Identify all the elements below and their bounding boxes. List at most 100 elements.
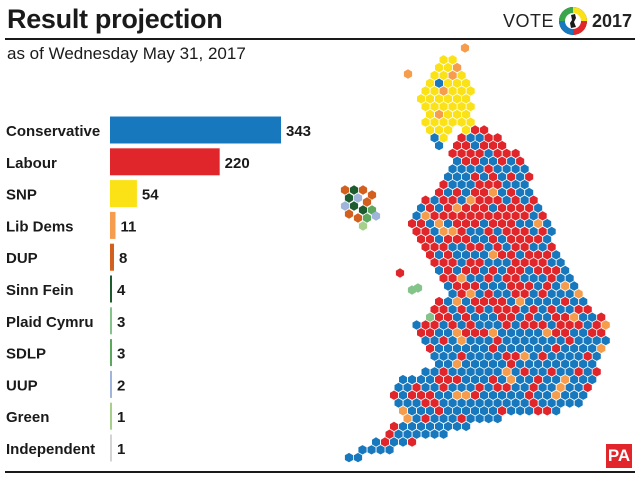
value-label-plaid-cymru: 3 — [117, 314, 125, 331]
seat-hex — [344, 209, 354, 219]
seat-hex — [570, 328, 579, 338]
seat-hex — [484, 413, 493, 424]
seat-hex — [466, 226, 475, 237]
seat-hex — [574, 382, 583, 393]
seat-hex — [435, 78, 444, 88]
seat-hex — [543, 218, 552, 229]
seat-hex — [421, 367, 430, 377]
seat-hex — [529, 335, 538, 346]
seat-hex — [556, 304, 565, 315]
seat-hex — [511, 335, 520, 346]
seat-hex — [408, 390, 417, 400]
seat-hex — [444, 250, 453, 260]
seat-hex — [543, 390, 552, 400]
seat-hex — [421, 211, 430, 221]
seat-hex — [579, 328, 588, 338]
seat-hex — [489, 328, 498, 338]
seat-hex — [507, 343, 516, 354]
seat-hex — [570, 374, 579, 385]
seat-hex — [448, 55, 457, 65]
seat-hex — [516, 250, 525, 260]
seat-hex — [394, 429, 403, 439]
seat-hex — [507, 203, 516, 213]
seat-hex — [462, 218, 471, 229]
seat-hex — [507, 390, 516, 400]
seat-hex — [371, 211, 381, 221]
seat-hex — [426, 343, 435, 354]
seat-hex — [417, 94, 426, 104]
seat-hex — [552, 281, 561, 291]
seat-hex — [520, 335, 529, 346]
seat-hex — [552, 328, 561, 338]
seat-hex — [426, 218, 435, 229]
seat-hex — [466, 195, 475, 205]
seat-hex — [466, 242, 475, 252]
seat-hex — [471, 296, 480, 307]
seat-hex — [475, 398, 484, 408]
value-label-labour: 220 — [225, 155, 250, 172]
seat-hex — [430, 117, 439, 127]
vote-logo-icon — [558, 7, 587, 35]
value-label-snp: 54 — [142, 187, 159, 204]
seat-hex — [520, 211, 529, 221]
seat-hex — [502, 257, 511, 268]
seat-hex — [552, 265, 561, 276]
seat-hex — [462, 203, 471, 213]
seat-hex — [529, 211, 538, 221]
seat-hex — [475, 195, 484, 205]
seat-hex — [570, 281, 579, 291]
seat-hex — [394, 398, 403, 408]
seat-hex — [543, 281, 552, 291]
seat-hex — [502, 226, 511, 237]
seat-hex — [520, 226, 529, 237]
seat-hex — [417, 374, 426, 385]
seat-hex — [484, 351, 493, 361]
seat-hex — [417, 234, 426, 244]
seat-hex — [421, 413, 430, 424]
seat-hex — [525, 265, 534, 276]
seat-hex — [502, 304, 511, 315]
seat-hex — [561, 296, 570, 307]
seat-hex — [426, 312, 435, 322]
seat-hex — [588, 328, 597, 338]
seat-hex — [462, 94, 471, 104]
seat-hex — [417, 390, 426, 400]
seat-hex — [362, 197, 372, 207]
seat-hex — [493, 133, 502, 143]
seat-hex — [493, 351, 502, 361]
seat-hex — [507, 359, 516, 369]
seat-hex — [529, 367, 538, 377]
seat-hex — [453, 390, 462, 400]
brand-year-text: 2017 — [591, 10, 632, 31]
seat-hex — [579, 312, 588, 322]
seat-hex — [448, 289, 457, 299]
seat-hex — [358, 221, 368, 231]
seat-hex — [484, 179, 493, 190]
seat-hex — [520, 164, 529, 174]
seat-hex — [516, 296, 525, 307]
seat-hex — [435, 390, 444, 400]
seat-hex — [565, 382, 574, 393]
seat-hex — [516, 359, 525, 369]
seat-hex — [561, 328, 570, 338]
seat-hex — [511, 164, 520, 174]
seat-hex — [412, 429, 421, 439]
seat-hex — [502, 273, 511, 283]
seat-hex — [376, 445, 385, 455]
seat-hex — [417, 218, 426, 229]
seat-hex — [430, 367, 439, 377]
seat-hex — [466, 289, 475, 299]
seat-hex — [561, 343, 570, 354]
seat-hex — [435, 265, 444, 276]
seat-hex — [349, 185, 359, 195]
seat-hex — [489, 406, 498, 416]
seat-hex — [426, 203, 435, 213]
seat-hex — [403, 413, 412, 424]
category-label-uup: UUP — [6, 377, 38, 394]
seat-hex — [484, 273, 493, 283]
seat-hex — [466, 179, 475, 190]
seat-hex — [480, 203, 489, 213]
seat-hex — [439, 351, 448, 361]
seat-hex — [439, 179, 448, 190]
seat-hex — [453, 62, 462, 73]
